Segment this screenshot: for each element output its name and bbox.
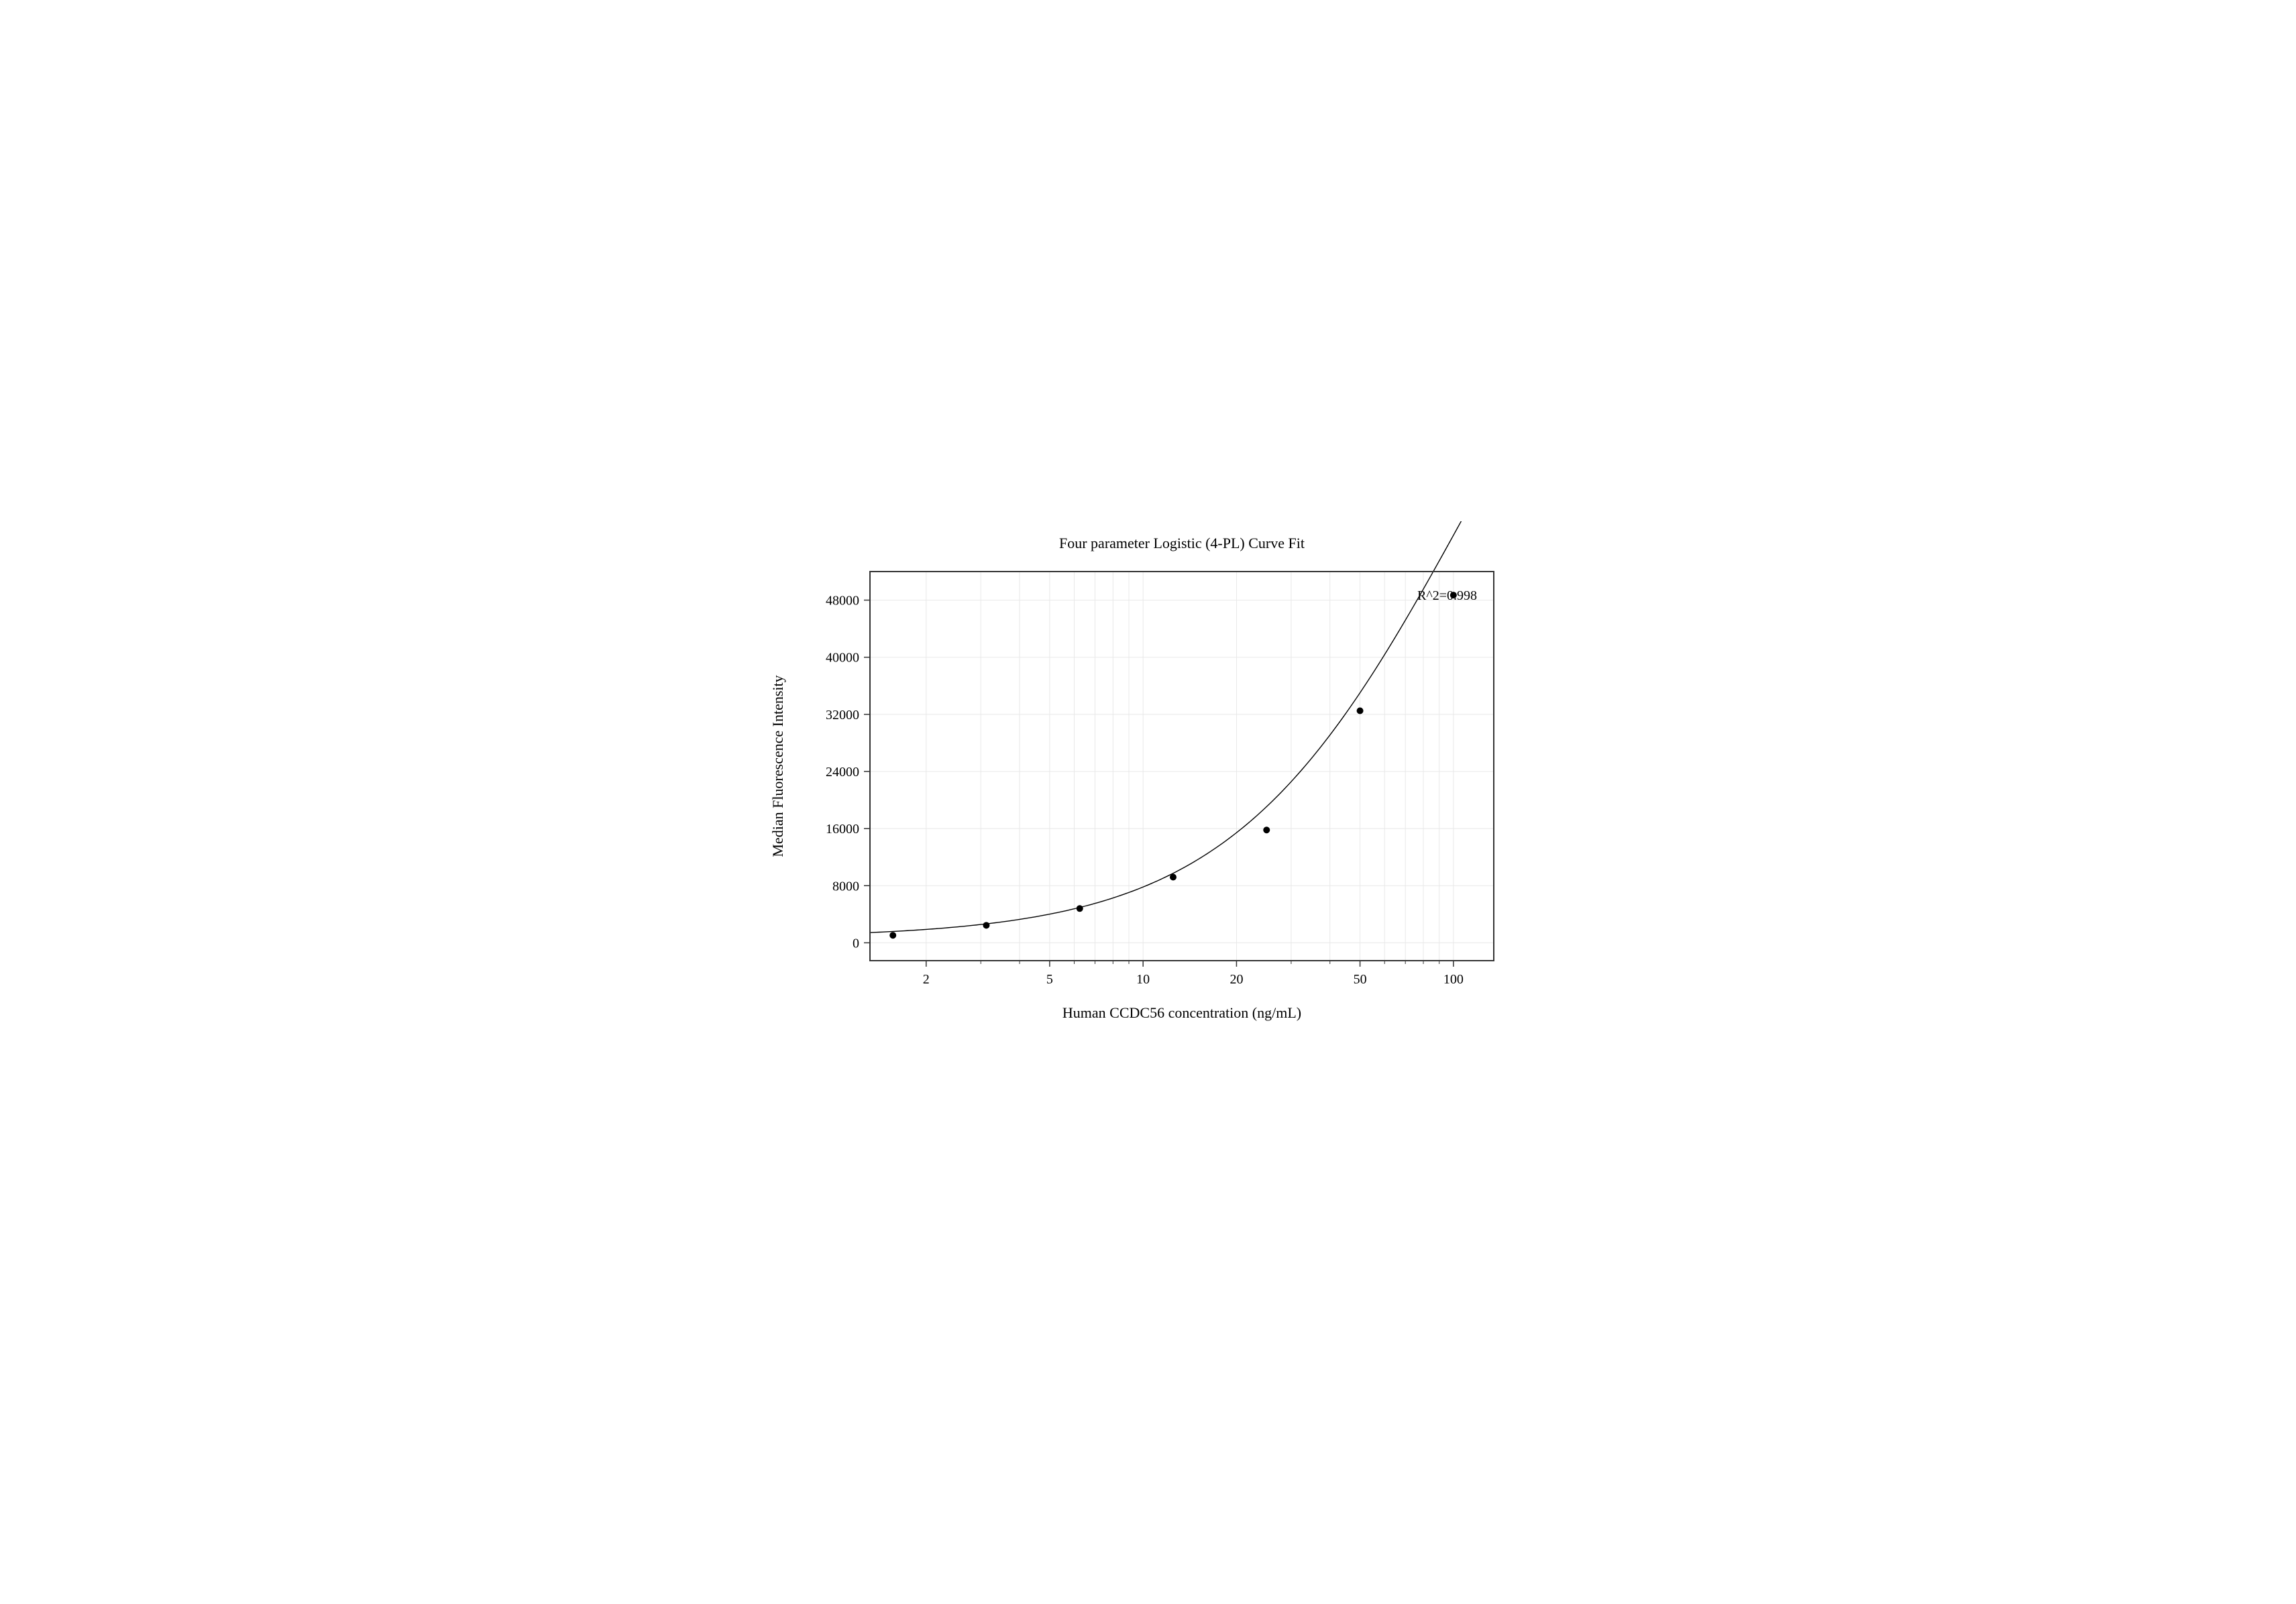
- y-tick-label: 16000: [826, 822, 859, 837]
- fit-curve: [870, 521, 1494, 932]
- x-tick-label: 100: [1443, 972, 1463, 987]
- chart-container: 2 5 10 20 50 100 0 8000 16000 24000 32000 40000 4800…: [746, 521, 1551, 1083]
- y-tick-label: 32000: [826, 707, 859, 722]
- data-point: [1076, 905, 1083, 912]
- y-tick-label: 0: [853, 936, 859, 951]
- y-tick-label: 8000: [832, 879, 859, 894]
- data-point: [983, 922, 989, 928]
- y-tick-label: 48000: [826, 593, 859, 608]
- data-point: [1170, 873, 1177, 880]
- y-tick-label: 40000: [826, 650, 859, 665]
- x-tick-label: 10: [1136, 972, 1150, 987]
- chart-svg: 2 5 10 20 50 100 0 8000 16000 24000 32000 40000 4800…: [746, 521, 1551, 1083]
- x-tick-label: 20: [1229, 972, 1243, 987]
- x-tick-label: 50: [1353, 972, 1366, 987]
- x-axis-label: Human CCDC56 concentration (ng/mL): [1062, 1004, 1301, 1021]
- chart-title: Four parameter Logistic (4-PL) Curve Fit: [1059, 535, 1305, 551]
- x-tick-label: 2: [922, 972, 929, 987]
- y-axis-label: Median Fluorescence Intensity: [769, 675, 786, 857]
- y-tick-label: 24000: [826, 764, 859, 779]
- data-point: [1263, 826, 1270, 833]
- data-point: [889, 932, 896, 939]
- r-squared-annotation: R^2=0.998: [1417, 588, 1476, 603]
- plot-border: [870, 572, 1494, 961]
- x-tick-label: 5: [1046, 972, 1052, 987]
- data-point: [1356, 707, 1363, 714]
